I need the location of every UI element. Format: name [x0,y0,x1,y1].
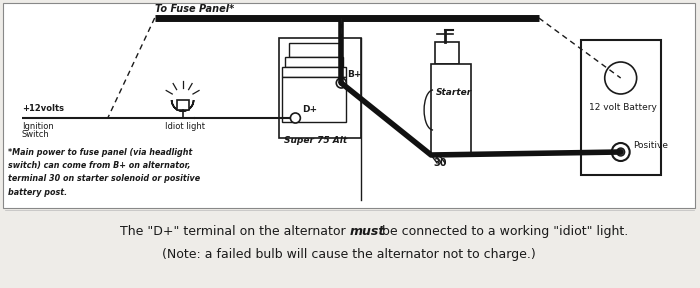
Circle shape [617,148,624,156]
Text: must: must [349,225,384,238]
Text: Switch: Switch [22,130,50,139]
Bar [176,100,188,110]
Text: *Main power to fuse panel (via headlight
switch) can come from B+ on alternator,: *Main power to fuse panel (via headlight… [8,148,200,197]
Bar [431,64,471,154]
Text: Starter: Starter [436,88,473,97]
Text: Positive: Positive [633,141,668,150]
Bar [581,40,661,175]
Text: The "D+" terminal on the alternator: The "D+" terminal on the alternator [120,225,349,238]
Circle shape [605,62,637,94]
Bar [435,42,459,64]
Circle shape [336,78,346,88]
Bar [3,3,694,208]
Bar [282,77,346,122]
Wedge shape [172,100,194,111]
Text: +12volts: +12volts [22,104,64,113]
Text: 30: 30 [433,158,447,168]
Text: (Note: a failed bulb will cause the alternator not to charge.): (Note: a failed bulb will cause the alte… [162,248,536,261]
Text: 12 volt Battery: 12 volt Battery [589,103,657,112]
Text: Super 75 Alt: Super 75 Alt [284,136,347,145]
Text: Idiot light: Idiot light [164,122,204,131]
Text: B+: B+ [347,70,362,79]
Circle shape [612,143,630,161]
Circle shape [340,81,343,85]
Text: To Fuse Panel*: To Fuse Panel* [155,4,234,14]
Text: Ignition: Ignition [22,122,54,131]
Text: be connected to a working "idiot" light.: be connected to a working "idiot" light. [378,225,629,238]
Text: D+: D+ [302,105,318,114]
Bar [282,67,346,77]
Bar [279,38,361,138]
Circle shape [290,113,300,123]
Bar [289,43,340,57]
Bar [286,57,343,67]
